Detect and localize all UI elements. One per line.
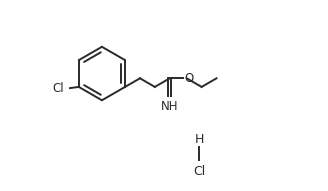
Text: Cl: Cl <box>193 165 205 178</box>
Text: O: O <box>184 72 193 85</box>
Text: Cl: Cl <box>53 82 64 95</box>
Text: H: H <box>195 133 204 146</box>
Text: NH: NH <box>161 100 178 113</box>
